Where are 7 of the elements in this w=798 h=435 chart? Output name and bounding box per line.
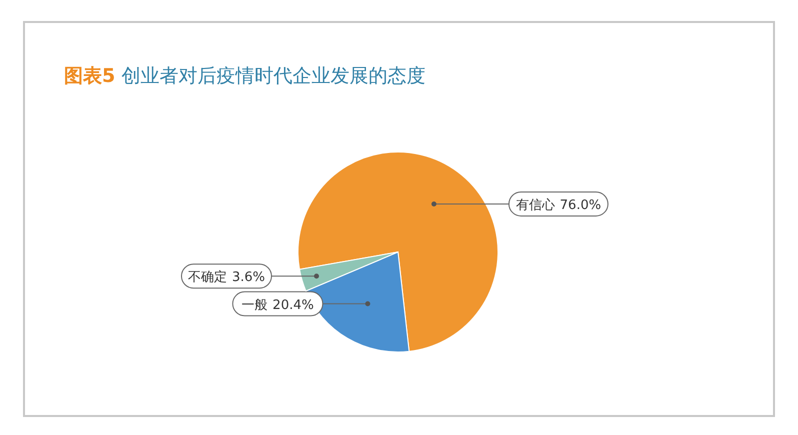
slice-label: 有信心 (516, 196, 555, 213)
slice-label: 一般 (242, 298, 268, 313)
chart-title: 图表5 创业者对后疫情时代企业发展的态度 (64, 65, 426, 87)
data-label: 3.6% (232, 270, 266, 286)
data-label: 20.4% (272, 298, 314, 313)
data-label: 76.0% (560, 198, 602, 213)
slice-label: 不确定 (188, 270, 227, 286)
